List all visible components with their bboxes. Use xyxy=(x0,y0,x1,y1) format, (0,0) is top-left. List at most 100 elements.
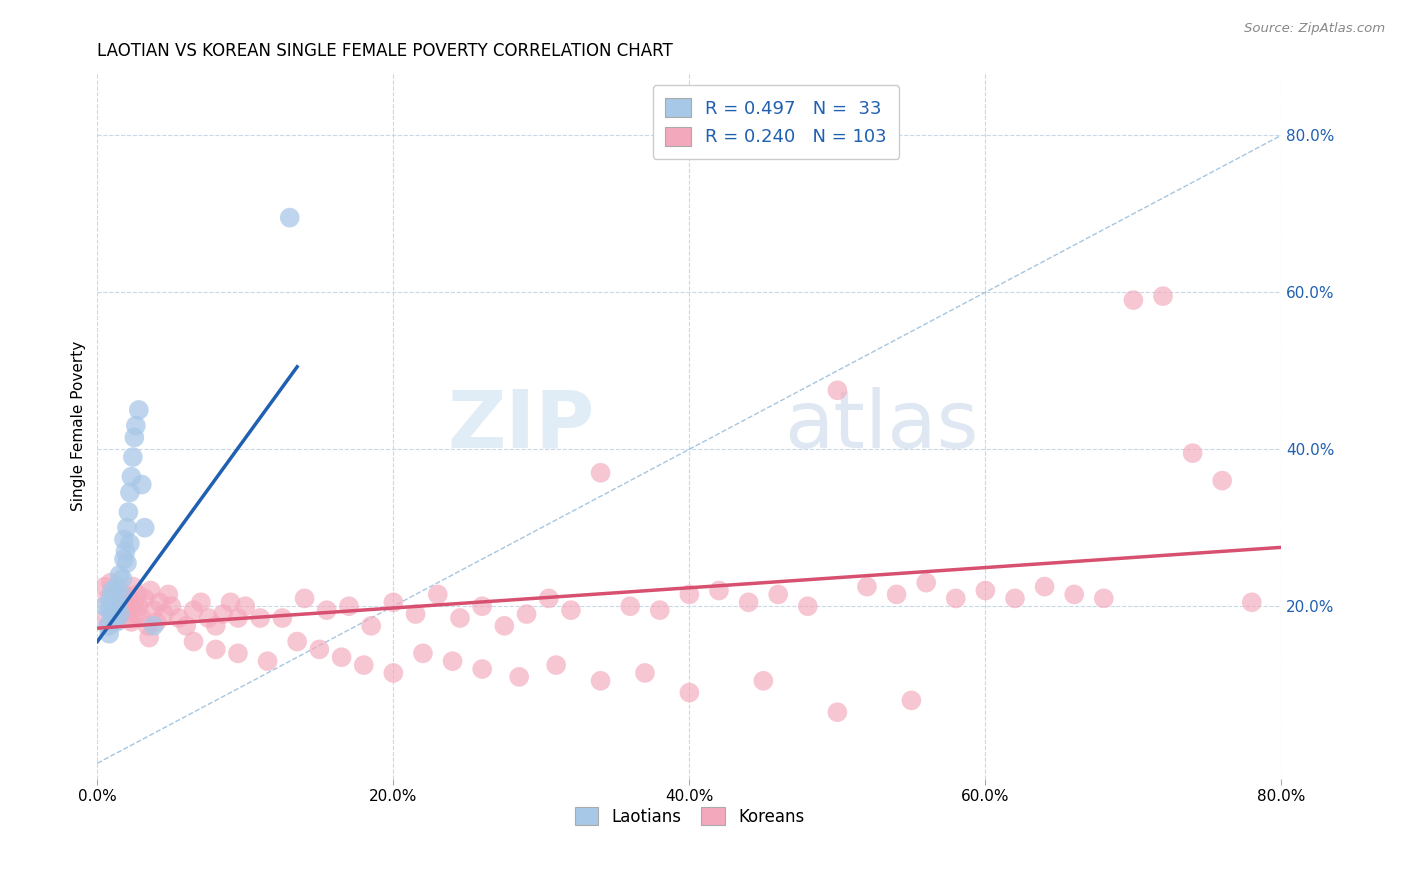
Point xyxy=(118,603,141,617)
Point xyxy=(142,619,165,633)
Point xyxy=(1240,595,1263,609)
Point xyxy=(197,611,219,625)
Point xyxy=(107,583,129,598)
Point xyxy=(546,658,568,673)
Point xyxy=(1211,474,1233,488)
Text: LAOTIAN VS KOREAN SINGLE FEMALE POVERTY CORRELATION CHART: LAOTIAN VS KOREAN SINGLE FEMALE POVERTY … xyxy=(97,42,673,60)
Point xyxy=(111,572,134,586)
Point xyxy=(619,599,641,614)
Point xyxy=(124,595,146,609)
Point xyxy=(589,673,612,688)
Point xyxy=(112,533,135,547)
Point xyxy=(108,607,131,621)
Point xyxy=(382,665,405,680)
Point xyxy=(797,599,820,614)
Point xyxy=(226,646,249,660)
Point xyxy=(94,580,117,594)
Point xyxy=(360,619,382,633)
Point xyxy=(330,650,353,665)
Point xyxy=(634,665,657,680)
Point xyxy=(737,595,759,609)
Point xyxy=(1033,580,1056,594)
Point xyxy=(471,599,494,614)
Point xyxy=(128,599,150,614)
Point xyxy=(1122,293,1144,307)
Point xyxy=(115,556,138,570)
Point xyxy=(125,418,148,433)
Point xyxy=(105,611,128,625)
Point xyxy=(648,603,671,617)
Point xyxy=(117,505,139,519)
Point xyxy=(157,587,180,601)
Point xyxy=(104,587,127,601)
Point xyxy=(308,642,330,657)
Point xyxy=(148,595,170,609)
Point xyxy=(111,603,134,617)
Point xyxy=(294,591,316,606)
Point xyxy=(827,705,849,719)
Point xyxy=(153,607,176,621)
Point xyxy=(256,654,278,668)
Point xyxy=(114,544,136,558)
Point xyxy=(190,595,212,609)
Point xyxy=(589,466,612,480)
Point xyxy=(103,587,125,601)
Point xyxy=(174,619,197,633)
Point xyxy=(560,603,582,617)
Point xyxy=(136,619,159,633)
Point xyxy=(142,603,165,617)
Point xyxy=(900,693,922,707)
Text: atlas: atlas xyxy=(785,386,979,465)
Text: ZIP: ZIP xyxy=(447,386,595,465)
Point xyxy=(678,685,700,699)
Text: Source: ZipAtlas.com: Source: ZipAtlas.com xyxy=(1244,22,1385,36)
Point xyxy=(249,611,271,625)
Point xyxy=(97,591,120,606)
Point xyxy=(114,599,136,614)
Point xyxy=(707,583,730,598)
Point xyxy=(131,477,153,491)
Point xyxy=(1152,289,1174,303)
Point xyxy=(271,611,294,625)
Point xyxy=(278,211,301,225)
Point xyxy=(122,450,145,464)
Point xyxy=(856,580,879,594)
Point xyxy=(101,603,124,617)
Point xyxy=(108,595,131,609)
Point xyxy=(752,673,775,688)
Point xyxy=(122,580,145,594)
Point xyxy=(98,603,121,617)
Point xyxy=(1181,446,1204,460)
Point xyxy=(127,587,149,601)
Point xyxy=(112,587,135,601)
Point xyxy=(337,599,360,614)
Point xyxy=(235,599,257,614)
Point xyxy=(101,611,124,625)
Point xyxy=(120,615,142,629)
Point xyxy=(183,603,205,617)
Point xyxy=(471,662,494,676)
Point xyxy=(285,634,308,648)
Point xyxy=(1004,591,1026,606)
Point xyxy=(112,552,135,566)
Point xyxy=(105,580,128,594)
Point xyxy=(110,607,132,621)
Point xyxy=(98,619,121,633)
Point xyxy=(405,607,427,621)
Point xyxy=(105,615,128,629)
Y-axis label: Single Female Poverty: Single Female Poverty xyxy=(72,341,86,511)
Point xyxy=(134,521,156,535)
Point xyxy=(98,626,121,640)
Point xyxy=(537,591,560,606)
Point xyxy=(96,611,118,625)
Point xyxy=(516,607,538,621)
Point xyxy=(353,658,375,673)
Point xyxy=(100,575,122,590)
Point xyxy=(678,587,700,601)
Point xyxy=(219,595,242,609)
Point xyxy=(134,591,156,606)
Point xyxy=(120,469,142,483)
Point xyxy=(212,607,235,621)
Point xyxy=(108,567,131,582)
Point xyxy=(183,634,205,648)
